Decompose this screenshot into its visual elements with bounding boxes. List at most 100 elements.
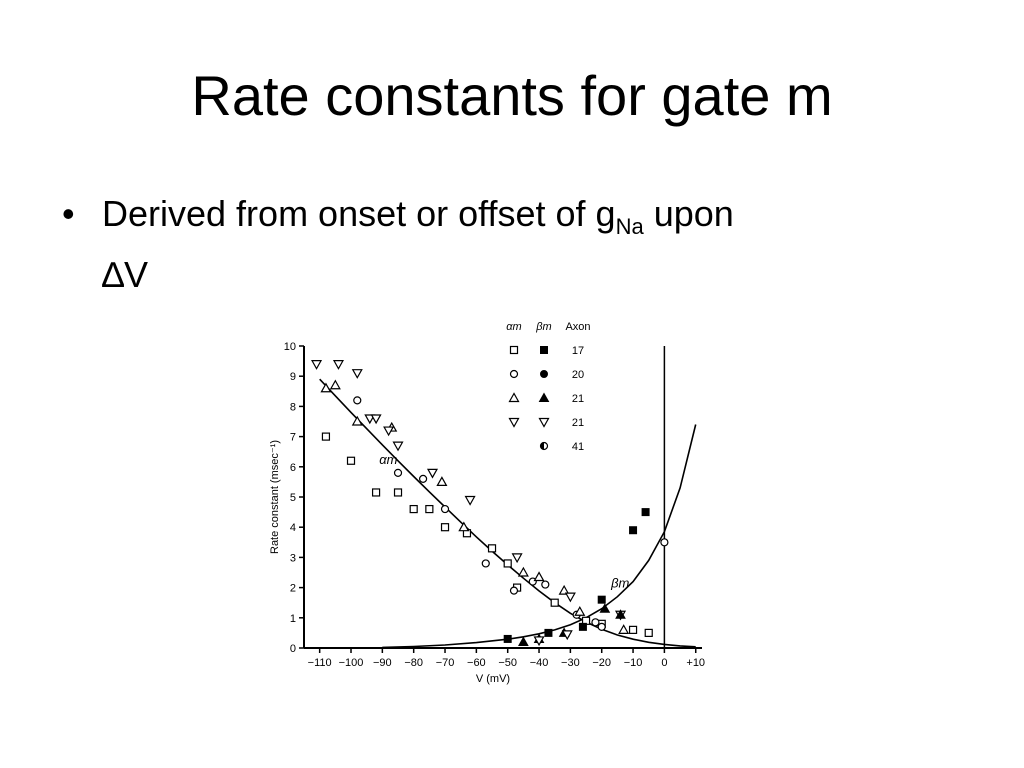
data-point (425, 504, 434, 514)
data-point (541, 580, 550, 589)
data-point (628, 625, 638, 634)
data-point (351, 369, 363, 379)
legend-marker (509, 345, 519, 355)
data-point (591, 618, 600, 627)
data-point (544, 628, 553, 637)
data-point (597, 595, 606, 604)
data-point (618, 624, 630, 634)
data-point (436, 476, 448, 486)
data-point (426, 468, 439, 479)
y-axis-title: Rate constant (msec⁻¹) (269, 440, 281, 554)
data-point (558, 584, 570, 595)
data-point (371, 488, 381, 497)
data-point (393, 468, 403, 477)
legend-axon-label: 41 (572, 441, 584, 453)
legend-header: βm (535, 321, 551, 333)
data-point (599, 603, 611, 613)
legend-marker (540, 346, 548, 354)
bullet-marker: • (62, 193, 75, 234)
data-point (409, 504, 418, 514)
data-point (351, 415, 363, 426)
legend-marker (540, 370, 548, 378)
legend-header: αm (506, 321, 521, 333)
y-tick-label: 9 (290, 371, 296, 383)
data-point (464, 495, 476, 506)
curve-label: βm (610, 576, 629, 591)
x-tick-label: −80 (404, 657, 423, 669)
x-axis-title: V (mV) (476, 673, 510, 685)
data-point (533, 571, 545, 582)
data-point (393, 488, 403, 497)
data-point (332, 360, 344, 370)
data-point (321, 432, 331, 441)
x-tick-label: 0 (661, 657, 667, 669)
y-tick-label: 7 (290, 432, 296, 444)
legend-marker (509, 369, 519, 379)
slide-title: Rate constants for gate m (191, 64, 833, 127)
x-tick-label: −110 (308, 657, 332, 669)
y-tick-label: 3 (290, 552, 296, 564)
x-tick-label: −30 (561, 657, 580, 669)
legend-marker (508, 392, 520, 403)
data-point (597, 622, 606, 631)
legend-axon-label: 20 (572, 369, 584, 381)
data-point (615, 609, 626, 619)
legend-axon-label: 17 (572, 345, 584, 357)
bullet-text-after: upon (643, 193, 734, 234)
y-tick-label: 8 (290, 401, 296, 413)
data-point (564, 592, 576, 603)
data-point (517, 566, 529, 577)
legend-marker (538, 392, 550, 402)
y-tick-label: 10 (284, 341, 296, 353)
legend-axon-label: 21 (572, 417, 584, 429)
y-tick-label: 1 (290, 613, 296, 625)
data-point (418, 474, 428, 483)
legend-header: Axon (565, 321, 590, 333)
data-point (392, 441, 404, 452)
data-point (533, 636, 545, 647)
data-point (629, 526, 638, 535)
x-tick-label: −20 (592, 657, 611, 669)
y-tick-label: 2 (290, 583, 296, 595)
data-point (503, 559, 512, 568)
data-point (481, 559, 490, 568)
x-tick-label: −70 (436, 657, 455, 669)
data-point (320, 382, 332, 393)
rate-constant-figure: 0 1 2 3 4 5 6 7 8 9 10 −110 −100 −90 −80 −70 −60 −50 −40 −3… (262, 316, 714, 694)
data-point (440, 523, 450, 532)
data-point (503, 634, 512, 643)
x-tick-label: −10 (624, 657, 643, 669)
data-point (383, 426, 395, 437)
data-point (578, 622, 587, 631)
data-point (458, 521, 470, 532)
y-tick-label: 6 (290, 462, 296, 474)
y-tick-label: 0 (290, 643, 296, 655)
x-tick-label: +10 (686, 657, 705, 669)
data-point (660, 538, 669, 547)
data-point (440, 504, 450, 514)
data-point (487, 544, 497, 553)
x-tick-label: −90 (373, 657, 392, 669)
data-point (511, 553, 523, 564)
data-point (370, 414, 382, 425)
data-point (329, 379, 341, 390)
data-point (561, 630, 573, 641)
data-point (574, 606, 586, 616)
data-point (550, 598, 559, 607)
legend-marker (538, 417, 550, 428)
y-tick-label: 5 (290, 492, 296, 504)
legend-marker (508, 417, 520, 428)
curve-label: αm (379, 452, 397, 467)
x-tick-label: −60 (467, 657, 486, 669)
data-point (644, 628, 653, 637)
bullet-text-before: Derived from onset or offset of g (102, 193, 616, 234)
data-point (346, 456, 356, 465)
legend-marker (539, 441, 549, 451)
x-tick-label: −40 (530, 657, 549, 669)
data-point (353, 396, 362, 405)
bullet-line-2: ∆V (102, 254, 149, 296)
data-point (311, 360, 323, 370)
bullet-subscript: Na (615, 214, 644, 240)
x-tick-label: −50 (498, 657, 517, 669)
